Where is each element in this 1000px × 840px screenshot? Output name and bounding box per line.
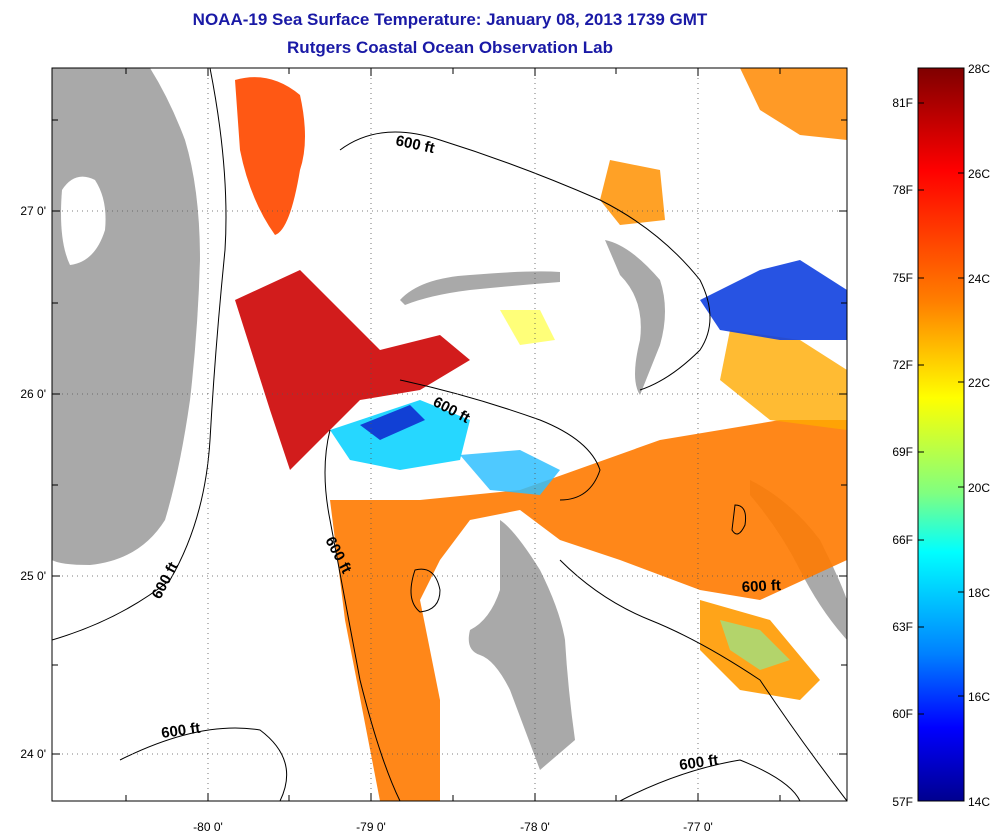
colorbar-celsius-label: 14C: [968, 795, 990, 809]
sst-patch: [330, 400, 470, 470]
sst-patch: [460, 450, 560, 495]
depth-contour: [410, 568, 441, 613]
lon-tick-label: -77 0': [683, 820, 713, 834]
map-subtitle: Rutgers Coastal Ocean Observation Lab: [287, 38, 613, 57]
depth-contour: [324, 429, 401, 801]
lake-okeechobee: [61, 176, 106, 265]
sst-patch: [330, 420, 847, 801]
sst-patch: [500, 310, 555, 345]
depth-contour: [119, 727, 288, 801]
sst-patch: [360, 405, 425, 440]
colorbar-celsius-label: 16C: [968, 690, 990, 704]
sst-patch: [235, 77, 305, 236]
sst-patch: [740, 68, 847, 140]
colorbar-fahrenheit-label: 63F: [892, 620, 913, 634]
colorbar-celsius-label: 20C: [968, 481, 990, 495]
colorbar-ticks: [918, 102, 964, 715]
sst-patch: [720, 330, 847, 430]
contour-label: 600 ft: [678, 752, 719, 774]
colorbar-celsius-label: 22C: [968, 376, 990, 390]
lat-tick-label: 24 0': [20, 747, 46, 761]
colorbar-celsius-label: 24C: [968, 272, 990, 286]
frame-ticks: [52, 68, 847, 801]
colorbar-fahrenheit-label: 57F: [892, 795, 913, 809]
grand-bahama-land: [400, 271, 560, 305]
florida-land: [52, 68, 200, 565]
lat-tick-label: 25 0': [20, 569, 46, 583]
depth-contour: [619, 759, 801, 801]
depth-contour: [731, 504, 746, 535]
depth-contour: [52, 68, 227, 641]
contour-label: 600 ft: [741, 577, 781, 596]
colorbar-fahrenheit-label: 66F: [892, 533, 913, 547]
colorbar: [917, 67, 965, 802]
colorbar-fahrenheit-label: 78F: [892, 183, 913, 197]
map-title: NOAA-19 Sea Surface Temperature: January…: [192, 10, 708, 29]
andros-land: [468, 520, 575, 770]
sst-patch: [235, 270, 470, 470]
depth-contour: [399, 379, 601, 501]
colorbar-celsius-label: 28C: [968, 62, 990, 76]
map-frame: [51, 67, 848, 802]
colorbar-fahrenheit-label: 81F: [892, 96, 913, 110]
colorbar-celsius-label: 26C: [968, 167, 990, 181]
colorbar-fahrenheit-label: 72F: [892, 358, 913, 372]
contour-label: 600 ft: [160, 720, 201, 742]
contour-label: 600 ft: [394, 132, 436, 157]
graticule: [52, 68, 847, 801]
lon-tick-label: -79 0': [356, 820, 386, 834]
colorbar-fahrenheit-label: 75F: [892, 271, 913, 285]
lon-tick-label: -80 0': [193, 820, 223, 834]
lat-tick-label: 27 0': [20, 204, 46, 218]
lat-tick-label: 26 0': [20, 387, 46, 401]
colorbar-celsius-label: 18C: [968, 586, 990, 600]
contour-label: 600 ft: [149, 559, 182, 602]
lon-tick-label: -78 0': [520, 820, 550, 834]
colorbar-fahrenheit-label: 60F: [892, 707, 913, 721]
colorbar-fahrenheit-label: 69F: [892, 445, 913, 459]
sst-patch: [720, 620, 790, 670]
abaco-land: [605, 240, 665, 395]
sst-patch: [700, 260, 847, 340]
sst-patch: [600, 160, 665, 225]
depth-contour: [559, 559, 847, 801]
depth-contour: [339, 131, 711, 391]
